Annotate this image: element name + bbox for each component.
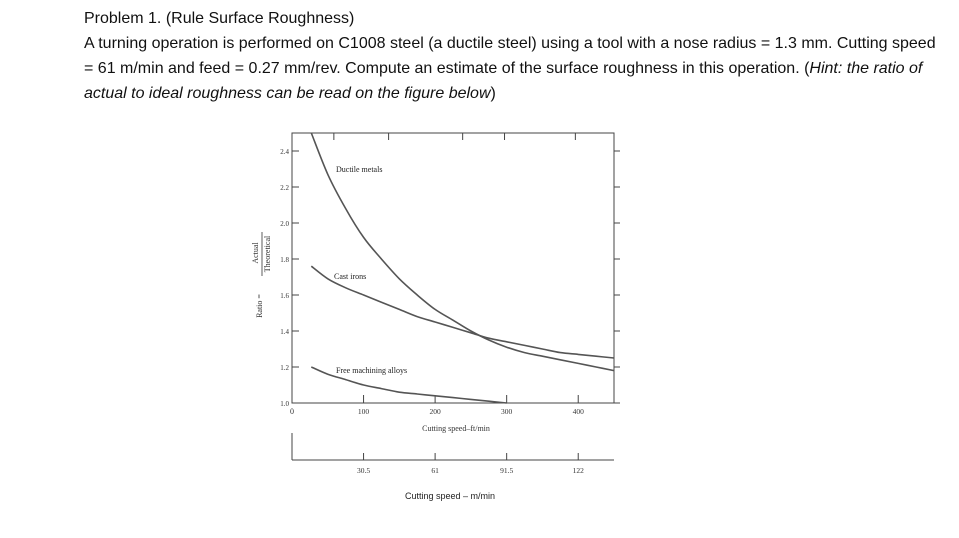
- y-tick-label: 1.8: [280, 256, 289, 264]
- problem-body-text: A turning operation is performed on C100…: [84, 35, 936, 77]
- problem-body: A turning operation is performed on C100…: [84, 31, 944, 106]
- series-line-ductile-metals: [310, 132, 615, 372]
- x-origin-label: 0: [290, 407, 294, 416]
- plot-border: [291, 132, 615, 404]
- secondary-x-axis: 30.5 61 91.5 122: [291, 433, 614, 475]
- y-tick-label: 2.4: [280, 148, 289, 156]
- x-tick-label: 400: [573, 407, 585, 416]
- curve-label-cast-irons: Cast irons: [334, 272, 366, 281]
- x-axis-title: Cutting speed–ft/min: [422, 424, 490, 433]
- chart-curves: [310, 132, 615, 404]
- problem-heading: Problem 1. (Rule Surface Roughness): [84, 10, 355, 27]
- x2-tick-label: 122: [573, 466, 585, 475]
- x-axis-ticks: 100 200 300 400: [358, 395, 584, 416]
- y-axis-title-prefix: Ratio =: [255, 294, 264, 318]
- y-tick-label: 2.2: [280, 184, 289, 192]
- y-tick-label: 2.0: [280, 220, 289, 228]
- curve-label-free-machining-alloys: Free machining alloys: [336, 366, 407, 375]
- curve-label-ductile-metals: Ductile metals: [336, 165, 382, 174]
- series-line-cast-irons: [310, 265, 615, 359]
- y-axis-title: Ratio = Actual Theoretical: [251, 232, 272, 318]
- y-tick-label: 1.2: [280, 364, 289, 372]
- x2-tick-label: 91.5: [500, 466, 513, 475]
- x2-tick-label: 61: [431, 466, 439, 475]
- y-axis-title-denominator: Theoretical: [263, 235, 272, 272]
- x-tick-label: 300: [501, 407, 513, 416]
- x-tick-label: 200: [429, 407, 441, 416]
- y-tick-label: 1.4: [280, 328, 289, 336]
- problem-hint: Hint: the ratio of actual to ideal rough…: [84, 60, 923, 102]
- x2-axis-title: Cutting speed – m/min: [405, 491, 495, 501]
- y-tick-label: 1.6: [280, 292, 289, 300]
- y-axis-ticks: 1.0 1.2 1.4 1.6 1.8 2.0 2.2 2.4: [280, 148, 299, 408]
- x2-tick-label: 30.5: [357, 466, 370, 475]
- x-tick-label: 100: [358, 407, 370, 416]
- plot-frame: [291, 132, 620, 404]
- series-line-free-machining-alloys: [310, 366, 507, 404]
- problem-statement: Problem 1. (Rule Surface Roughness) A tu…: [84, 6, 944, 106]
- y-axis-title-numerator: Actual: [251, 242, 260, 264]
- problem-body-close: ): [490, 85, 496, 102]
- y-tick-label: 1.0: [280, 400, 289, 408]
